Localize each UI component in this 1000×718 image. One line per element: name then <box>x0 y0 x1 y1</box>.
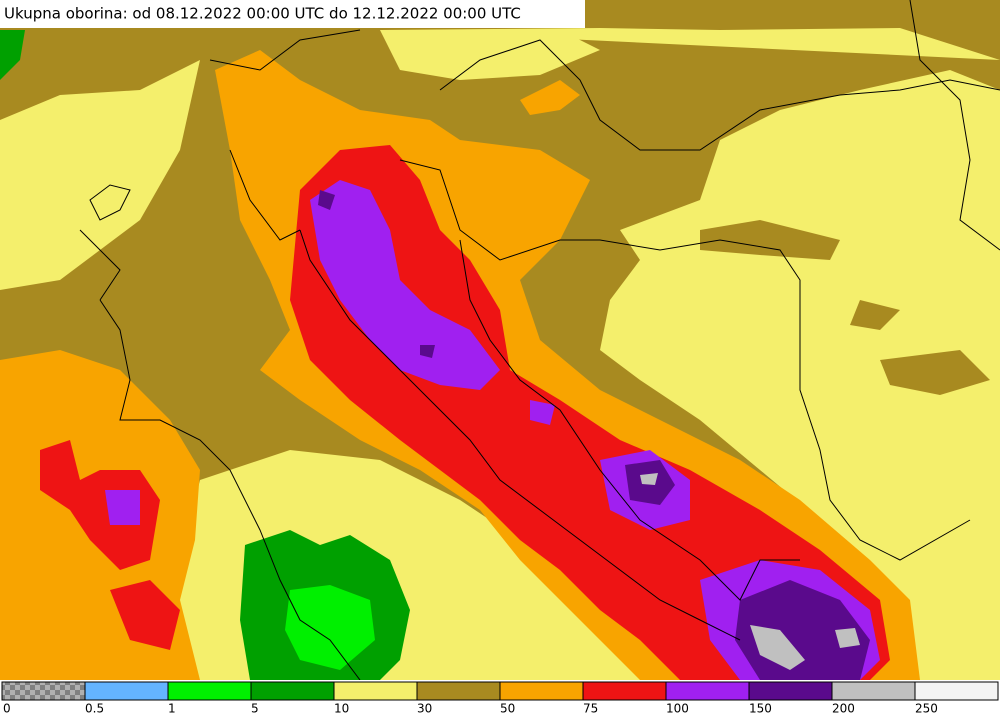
legend-label: 75 <box>583 702 598 716</box>
yellow-region <box>380 30 600 80</box>
legend-label: 250 <box>915 702 938 716</box>
legend-swatch <box>250 681 335 701</box>
coastline <box>79 184 741 641</box>
legend-label: 50 <box>500 702 515 716</box>
olive-patch <box>700 220 990 395</box>
green-region <box>0 30 25 80</box>
light-green-region <box>285 585 375 670</box>
map-field <box>0 0 1000 680</box>
legend-label: 0 <box>3 702 11 716</box>
legend-swatch <box>665 681 750 701</box>
red-region <box>290 145 890 680</box>
legend-swatch <box>748 681 833 701</box>
legend-label: 5 <box>251 702 259 716</box>
legend-label: 10 <box>334 702 349 716</box>
legend-swatch <box>333 681 418 701</box>
title-box <box>0 0 585 28</box>
border <box>99 0 1000 680</box>
legend-label: 0.5 <box>85 702 104 716</box>
legend-label: 1 <box>168 702 176 716</box>
legend-label: 200 <box>832 702 855 716</box>
legend-swatch <box>914 681 999 701</box>
legend-label: 100 <box>666 702 689 716</box>
dark-purple-region <box>318 190 870 680</box>
map-title: Ukupna oborina: od 08.12.2022 00:00 UTC … <box>4 5 521 23</box>
orange-region <box>520 80 580 115</box>
legend-swatch <box>167 681 252 701</box>
legend-label: 150 <box>749 702 772 716</box>
violet-region <box>310 180 500 390</box>
legend-checker <box>1 681 86 701</box>
legend-label: 30 <box>417 702 432 716</box>
legend-swatch <box>84 681 169 701</box>
legend-swatch <box>582 681 667 701</box>
legend-swatch <box>416 681 501 701</box>
red-region <box>40 440 180 650</box>
legend-swatch <box>499 681 584 701</box>
yellow-region <box>0 60 200 290</box>
yellow-region <box>380 28 1000 680</box>
legend: 0 0.5 1 5 10 30 50 75 100 150 200 250 <box>1 681 999 716</box>
legend-swatch <box>831 681 916 701</box>
